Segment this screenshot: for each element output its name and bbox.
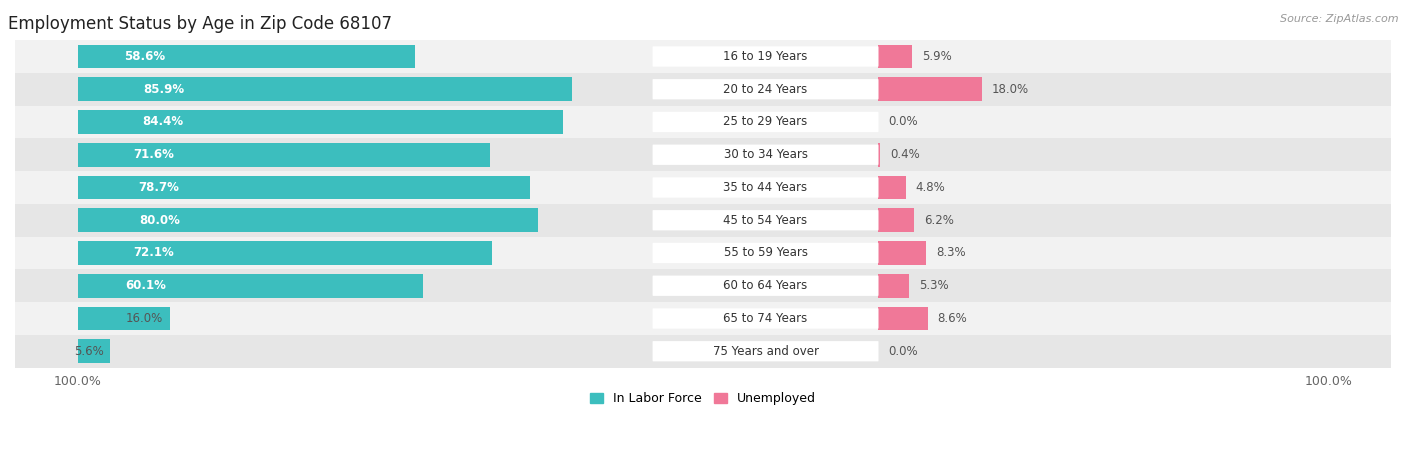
- Text: 4.8%: 4.8%: [915, 181, 945, 194]
- Text: Employment Status by Age in Zip Code 68107: Employment Status by Age in Zip Code 681…: [8, 15, 392, 33]
- Text: 18.0%: 18.0%: [991, 83, 1029, 96]
- Bar: [15, 138, 1391, 171]
- Text: 5.3%: 5.3%: [918, 279, 948, 292]
- Text: 65 to 74 Years: 65 to 74 Years: [724, 312, 807, 325]
- Bar: [77, 176, 530, 199]
- Bar: [879, 176, 905, 199]
- Legend: In Labor Force, Unemployed: In Labor Force, Unemployed: [585, 387, 821, 410]
- Bar: [77, 208, 538, 232]
- Text: 72.1%: 72.1%: [134, 247, 174, 259]
- Bar: [15, 237, 1391, 269]
- FancyBboxPatch shape: [652, 145, 879, 165]
- FancyBboxPatch shape: [652, 210, 879, 230]
- Text: 55 to 59 Years: 55 to 59 Years: [724, 247, 807, 259]
- Bar: [77, 274, 423, 298]
- Text: 75 Years and over: 75 Years and over: [713, 345, 818, 358]
- Text: 30 to 34 Years: 30 to 34 Years: [724, 148, 807, 161]
- Bar: [15, 73, 1391, 106]
- Bar: [77, 241, 492, 265]
- Text: 20 to 24 Years: 20 to 24 Years: [724, 83, 807, 96]
- FancyBboxPatch shape: [652, 112, 879, 132]
- Bar: [77, 78, 572, 101]
- Bar: [15, 204, 1391, 237]
- Text: 5.9%: 5.9%: [922, 50, 952, 63]
- Text: 78.7%: 78.7%: [138, 181, 179, 194]
- FancyBboxPatch shape: [652, 308, 879, 329]
- Text: 0.0%: 0.0%: [889, 345, 918, 358]
- Bar: [879, 241, 927, 265]
- Bar: [879, 208, 914, 232]
- Bar: [15, 302, 1391, 335]
- Bar: [15, 335, 1391, 368]
- Bar: [15, 269, 1391, 302]
- Bar: [15, 106, 1391, 138]
- FancyBboxPatch shape: [652, 341, 879, 361]
- Bar: [15, 40, 1391, 73]
- Text: 16 to 19 Years: 16 to 19 Years: [723, 50, 807, 63]
- Bar: [879, 45, 912, 68]
- Text: 80.0%: 80.0%: [139, 214, 180, 227]
- Text: 58.6%: 58.6%: [124, 50, 166, 63]
- Text: 16.0%: 16.0%: [127, 312, 163, 325]
- Text: 85.9%: 85.9%: [143, 83, 184, 96]
- Bar: [77, 45, 415, 68]
- FancyBboxPatch shape: [652, 177, 879, 198]
- Text: 0.4%: 0.4%: [890, 148, 920, 161]
- Bar: [879, 78, 981, 101]
- Text: 25 to 29 Years: 25 to 29 Years: [724, 115, 807, 129]
- Bar: [77, 143, 489, 166]
- Text: 60.1%: 60.1%: [125, 279, 166, 292]
- Text: 8.3%: 8.3%: [936, 247, 966, 259]
- FancyBboxPatch shape: [652, 243, 879, 263]
- Text: 60 to 64 Years: 60 to 64 Years: [724, 279, 807, 292]
- Text: 71.6%: 71.6%: [134, 148, 174, 161]
- Text: 45 to 54 Years: 45 to 54 Years: [724, 214, 807, 227]
- Text: 84.4%: 84.4%: [142, 115, 183, 129]
- Bar: [77, 110, 564, 134]
- Bar: [77, 307, 170, 330]
- Bar: [15, 171, 1391, 204]
- FancyBboxPatch shape: [652, 276, 879, 296]
- FancyBboxPatch shape: [652, 79, 879, 99]
- Text: 0.0%: 0.0%: [889, 115, 918, 129]
- Bar: [879, 274, 908, 298]
- Bar: [879, 307, 928, 330]
- Text: 5.6%: 5.6%: [73, 345, 104, 358]
- Text: 8.6%: 8.6%: [938, 312, 967, 325]
- Bar: [77, 340, 110, 363]
- Text: 6.2%: 6.2%: [924, 214, 953, 227]
- Text: Source: ZipAtlas.com: Source: ZipAtlas.com: [1281, 14, 1399, 23]
- Bar: [879, 143, 880, 166]
- Text: 35 to 44 Years: 35 to 44 Years: [724, 181, 807, 194]
- FancyBboxPatch shape: [652, 46, 879, 67]
